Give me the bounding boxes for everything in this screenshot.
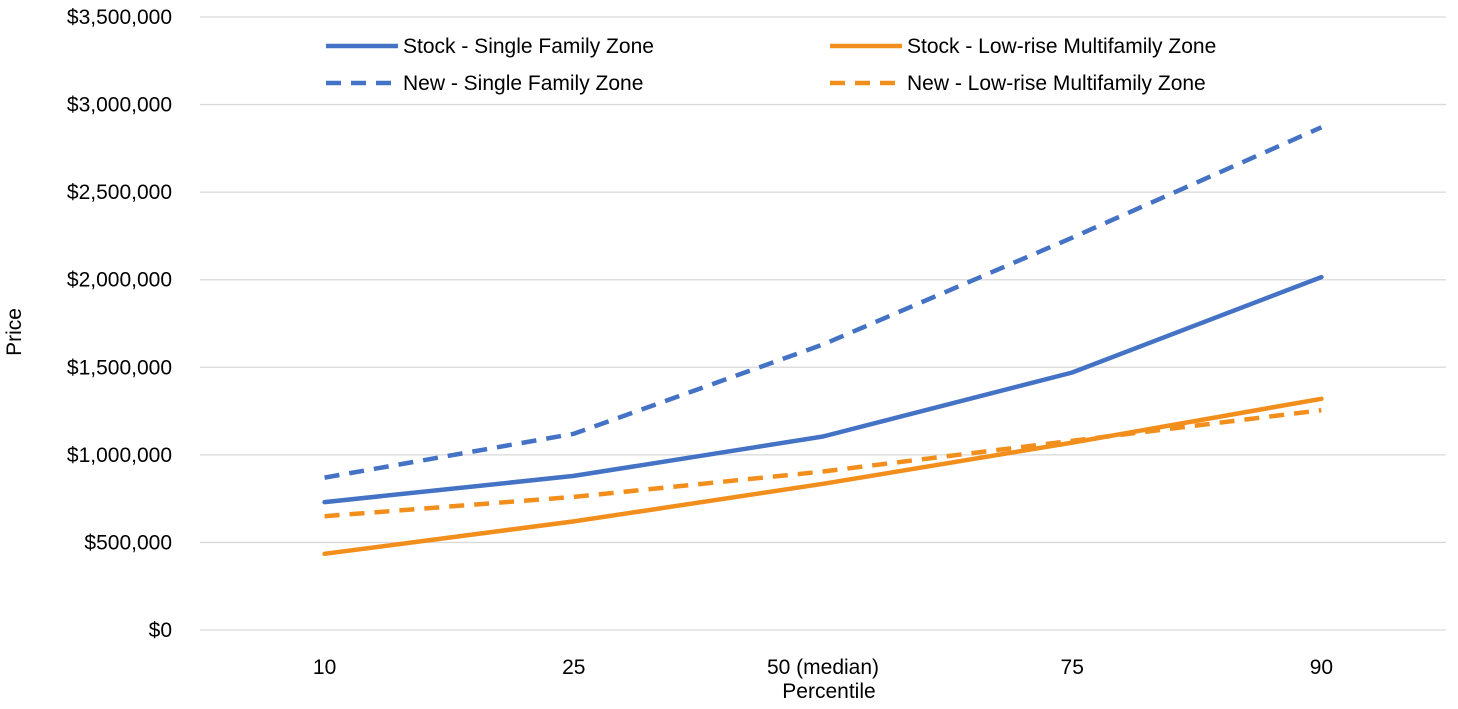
series-line-0	[322, 274, 1324, 505]
x-axis-ticks: 10 25 50 (median) 75 90	[313, 656, 1333, 679]
x-tick-label: 75	[1061, 656, 1084, 679]
y-tick-label: $1,000,000	[67, 444, 172, 467]
series-line-3	[324, 407, 1322, 519]
y-tick-label: $2,500,000	[67, 181, 172, 204]
y-tick-label: $500,000	[84, 531, 172, 554]
y-tick-label: $0	[149, 619, 172, 642]
x-axis-title: Percentile	[782, 680, 875, 703]
gridlines	[200, 16, 1446, 631]
legend-label: New - Low-rise Multifamily Zone	[907, 72, 1206, 95]
legend-label: Stock - Single Family Zone	[403, 35, 654, 58]
series-line-2	[324, 125, 1323, 480]
x-tick-label: 50 (median)	[767, 656, 879, 679]
x-tick-label: 10	[313, 656, 336, 679]
x-tick-label: 25	[562, 656, 585, 679]
legend-label: Stock - Low-rise Multifamily Zone	[907, 35, 1216, 58]
y-tick-label: $3,500,000	[67, 6, 172, 29]
series-lines	[322, 125, 1324, 557]
y-axis-title: Price	[3, 308, 26, 356]
x-tick-label: 90	[1310, 656, 1333, 679]
legend-label: New - Single Family Zone	[403, 72, 643, 95]
y-tick-label: $3,000,000	[67, 94, 172, 117]
y-axis-ticks: $0 $500,000 $1,000,000 $1,500,000 $2,000,000…	[67, 6, 172, 642]
legend: Stock - Single Family Zone Stock - Low-ri…	[326, 35, 1216, 95]
series-line-1	[322, 396, 1324, 557]
y-tick-label: $2,000,000	[67, 269, 172, 292]
y-tick-label: $1,500,000	[67, 356, 172, 379]
